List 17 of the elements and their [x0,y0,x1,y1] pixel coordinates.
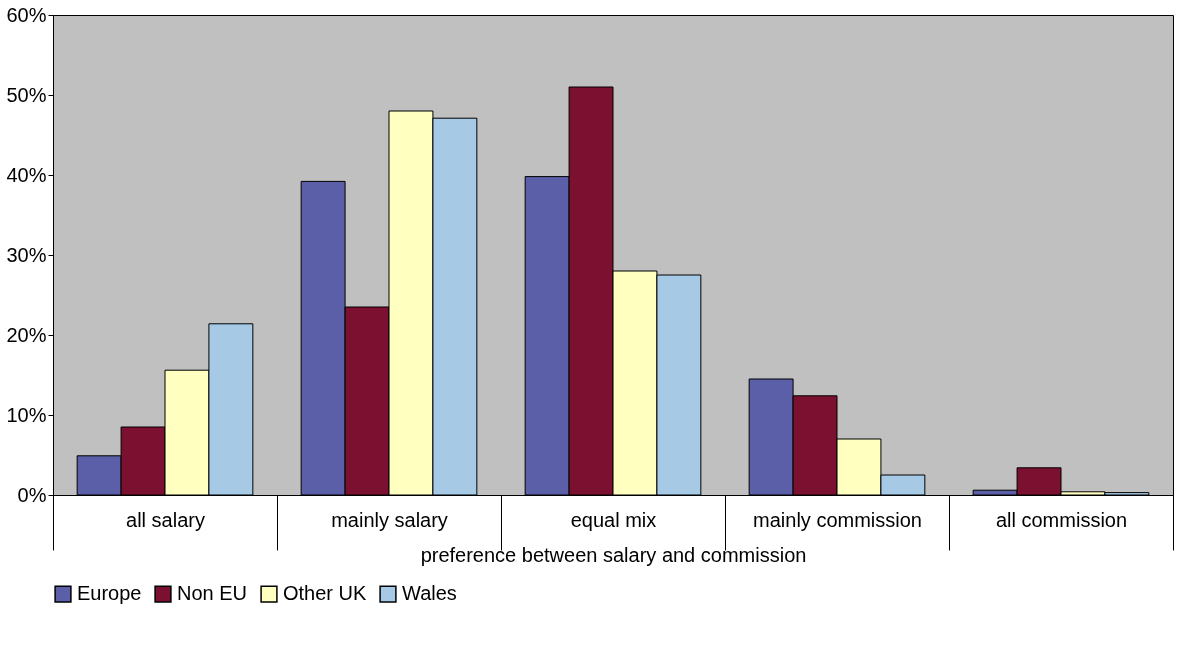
y-tick-label: 50% [6,83,47,106]
y-tick-label: 0% [17,483,47,506]
y-tick-label: 30% [6,243,47,266]
legend-label: Wales [402,582,457,605]
x-axis-title: preference between salary and commission [420,544,807,566]
x-tick-label: equal mix [570,508,657,531]
legend-label: Non EU [177,582,248,605]
y-tick-label: 20% [6,323,47,346]
legend-label: Europe [77,582,142,605]
y-tick-label: 10% [6,403,47,426]
x-tick-label: mainly salary [331,508,448,531]
x-tick-label: mainly commission [753,508,922,531]
y-tick-label: 60% [6,3,47,26]
x-tick-label: all commission [995,508,1128,531]
y-tick-label: 40% [6,163,47,186]
legend-label: Other UK [283,582,368,605]
x-tick-label: all salary [126,508,205,531]
